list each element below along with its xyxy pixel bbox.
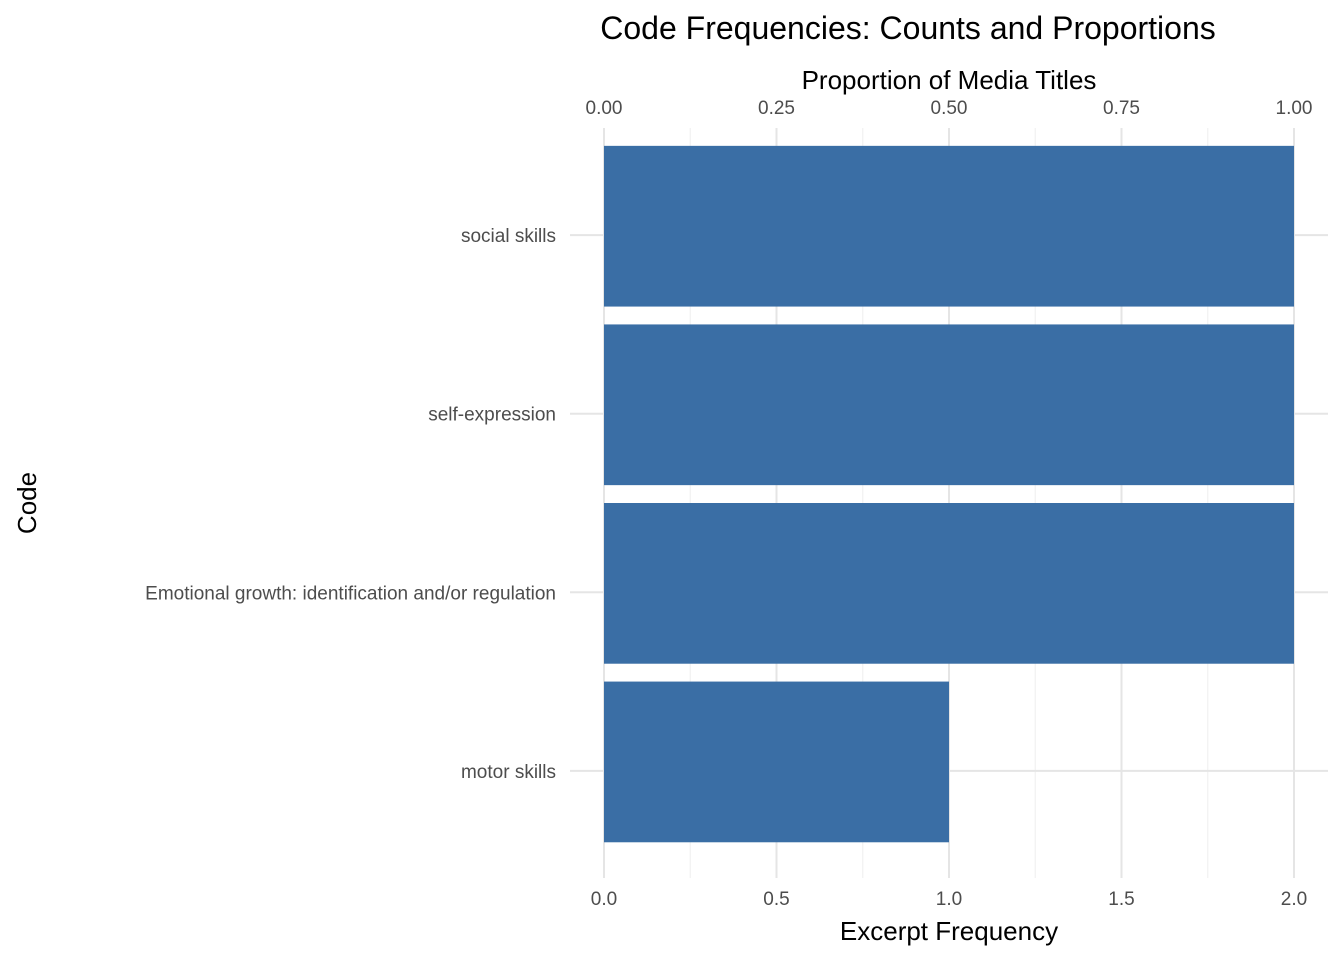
bar-0 bbox=[604, 145, 1294, 307]
y-tick-label: Emotional growth: identification and/or … bbox=[145, 583, 556, 604]
chart-title: Code Frequencies: Counts and Proportions bbox=[600, 10, 1215, 46]
y-tick-label: self-expression bbox=[428, 405, 556, 426]
tick-layer: social skills self-expression Emotional gr… bbox=[145, 98, 1312, 910]
bar-2 bbox=[604, 503, 1294, 664]
x2-tick-label: 0.50 bbox=[931, 98, 968, 119]
x2-tick-label: 0.75 bbox=[1103, 98, 1140, 119]
x2-tick-label: 1.00 bbox=[1276, 98, 1313, 119]
x2-tick-label: 0.25 bbox=[758, 98, 795, 119]
bottom-axis-title: Excerpt Frequency bbox=[840, 916, 1058, 946]
y-axis-title: Code bbox=[12, 472, 42, 534]
x-tick-label: 1.0 bbox=[936, 889, 962, 910]
bar-layer bbox=[604, 145, 1294, 843]
x-tick-label: 0.0 bbox=[591, 889, 617, 910]
bar-3 bbox=[604, 681, 949, 843]
bar-1 bbox=[604, 324, 1294, 486]
y-tick-label: motor skills bbox=[461, 762, 556, 783]
top-axis-title: Proportion of Media Titles bbox=[802, 65, 1097, 95]
x-tick-label: 0.5 bbox=[763, 889, 789, 910]
x-tick-label: 2.0 bbox=[1281, 889, 1307, 910]
x2-tick-label: 0.00 bbox=[586, 98, 623, 119]
x-tick-label: 1.5 bbox=[1108, 889, 1134, 910]
y-tick-label: social skills bbox=[461, 226, 556, 247]
